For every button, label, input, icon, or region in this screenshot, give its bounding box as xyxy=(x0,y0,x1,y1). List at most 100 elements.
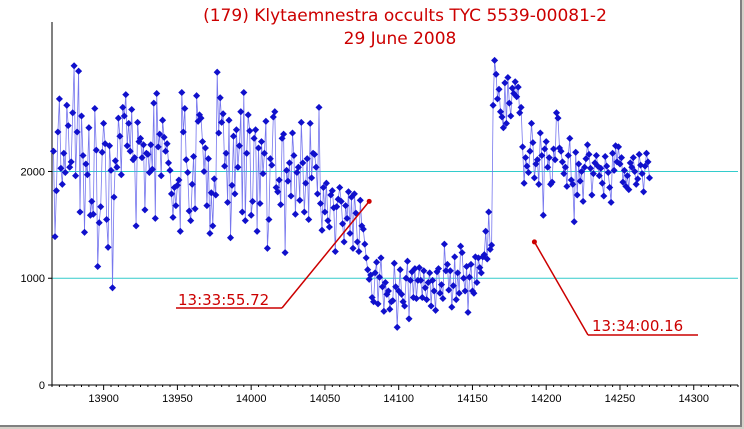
data-point xyxy=(423,296,431,304)
data-point xyxy=(271,108,279,116)
data-point xyxy=(240,88,248,97)
data-point xyxy=(132,222,140,230)
data-point xyxy=(125,119,133,127)
data-point xyxy=(280,130,288,138)
data-point xyxy=(268,161,276,169)
data-point xyxy=(54,128,62,136)
data-point xyxy=(585,150,593,158)
data-point xyxy=(600,192,608,200)
data-point xyxy=(349,244,357,252)
data-point xyxy=(482,227,490,235)
data-point xyxy=(632,180,640,188)
data-point xyxy=(550,145,558,153)
data-point xyxy=(167,190,176,198)
data-point xyxy=(505,99,513,107)
data-point xyxy=(513,93,521,101)
data-point xyxy=(489,101,497,109)
data-point xyxy=(520,179,528,187)
data-point xyxy=(483,255,491,263)
data-point xyxy=(526,147,534,155)
annotation-leader-line xyxy=(281,200,370,309)
data-point xyxy=(569,180,577,188)
data-point xyxy=(244,111,252,119)
data-point xyxy=(522,154,530,162)
data-point xyxy=(213,68,221,76)
data-point xyxy=(558,158,566,166)
data-point xyxy=(150,99,158,107)
data-point xyxy=(162,147,170,155)
data-point xyxy=(191,205,199,213)
data-point xyxy=(340,238,348,246)
data-point xyxy=(586,164,595,172)
data-point xyxy=(175,176,183,184)
data-point xyxy=(390,259,398,267)
data-point xyxy=(412,294,420,303)
data-point xyxy=(179,128,187,136)
data-point xyxy=(440,240,448,248)
data-point xyxy=(288,129,297,137)
data-point xyxy=(325,223,333,231)
data-point xyxy=(502,119,510,127)
data-point xyxy=(209,222,217,230)
data-point xyxy=(55,95,63,103)
data-point xyxy=(249,197,257,205)
data-point xyxy=(452,296,460,304)
data-point xyxy=(371,269,379,277)
data-point xyxy=(561,163,569,171)
data-point xyxy=(76,208,84,216)
data-point xyxy=(576,177,584,185)
data-point xyxy=(573,191,581,199)
data-point xyxy=(92,146,100,154)
data-point xyxy=(57,164,65,172)
data-point xyxy=(181,104,189,113)
data-point xyxy=(598,179,606,187)
data-point xyxy=(154,143,162,151)
data-point xyxy=(623,172,631,180)
data-point xyxy=(303,155,311,163)
data-point xyxy=(321,208,329,216)
data-point xyxy=(235,142,243,150)
data-point xyxy=(403,257,412,265)
data-point xyxy=(83,171,91,179)
data-point xyxy=(315,103,323,111)
data-point xyxy=(256,199,264,208)
data-point xyxy=(88,197,96,205)
data-point xyxy=(393,323,401,331)
y-tick-label: 0 xyxy=(39,380,45,392)
data-point xyxy=(52,187,60,195)
data-point xyxy=(322,179,330,187)
data-point xyxy=(361,240,369,248)
data-point xyxy=(496,108,505,116)
data-point xyxy=(336,183,344,192)
data-point xyxy=(458,249,466,257)
data-point xyxy=(297,118,305,126)
data-point xyxy=(604,168,612,177)
data-point xyxy=(201,144,209,152)
data-point xyxy=(151,214,159,222)
data-point xyxy=(579,197,587,205)
data-point xyxy=(374,300,382,308)
data-point xyxy=(607,198,615,206)
data-point xyxy=(107,166,115,174)
data-point xyxy=(306,119,314,127)
data-point xyxy=(263,244,271,252)
annotation-label: 13:33:55.72 xyxy=(178,291,269,309)
data-point xyxy=(583,141,592,149)
data-point xyxy=(266,155,274,163)
data-point xyxy=(451,253,459,261)
data-point xyxy=(514,83,522,91)
data-point xyxy=(153,89,161,98)
data-point xyxy=(185,207,193,215)
data-point xyxy=(552,109,561,117)
data-point xyxy=(313,190,322,198)
data-point xyxy=(406,276,415,284)
data-point xyxy=(610,166,618,174)
data-point xyxy=(210,175,218,183)
data-point xyxy=(172,202,180,210)
data-point xyxy=(588,191,596,199)
data-point xyxy=(265,215,273,224)
x-tick-label: 14150 xyxy=(457,393,488,405)
data-point xyxy=(519,143,527,151)
data-point xyxy=(144,150,152,158)
